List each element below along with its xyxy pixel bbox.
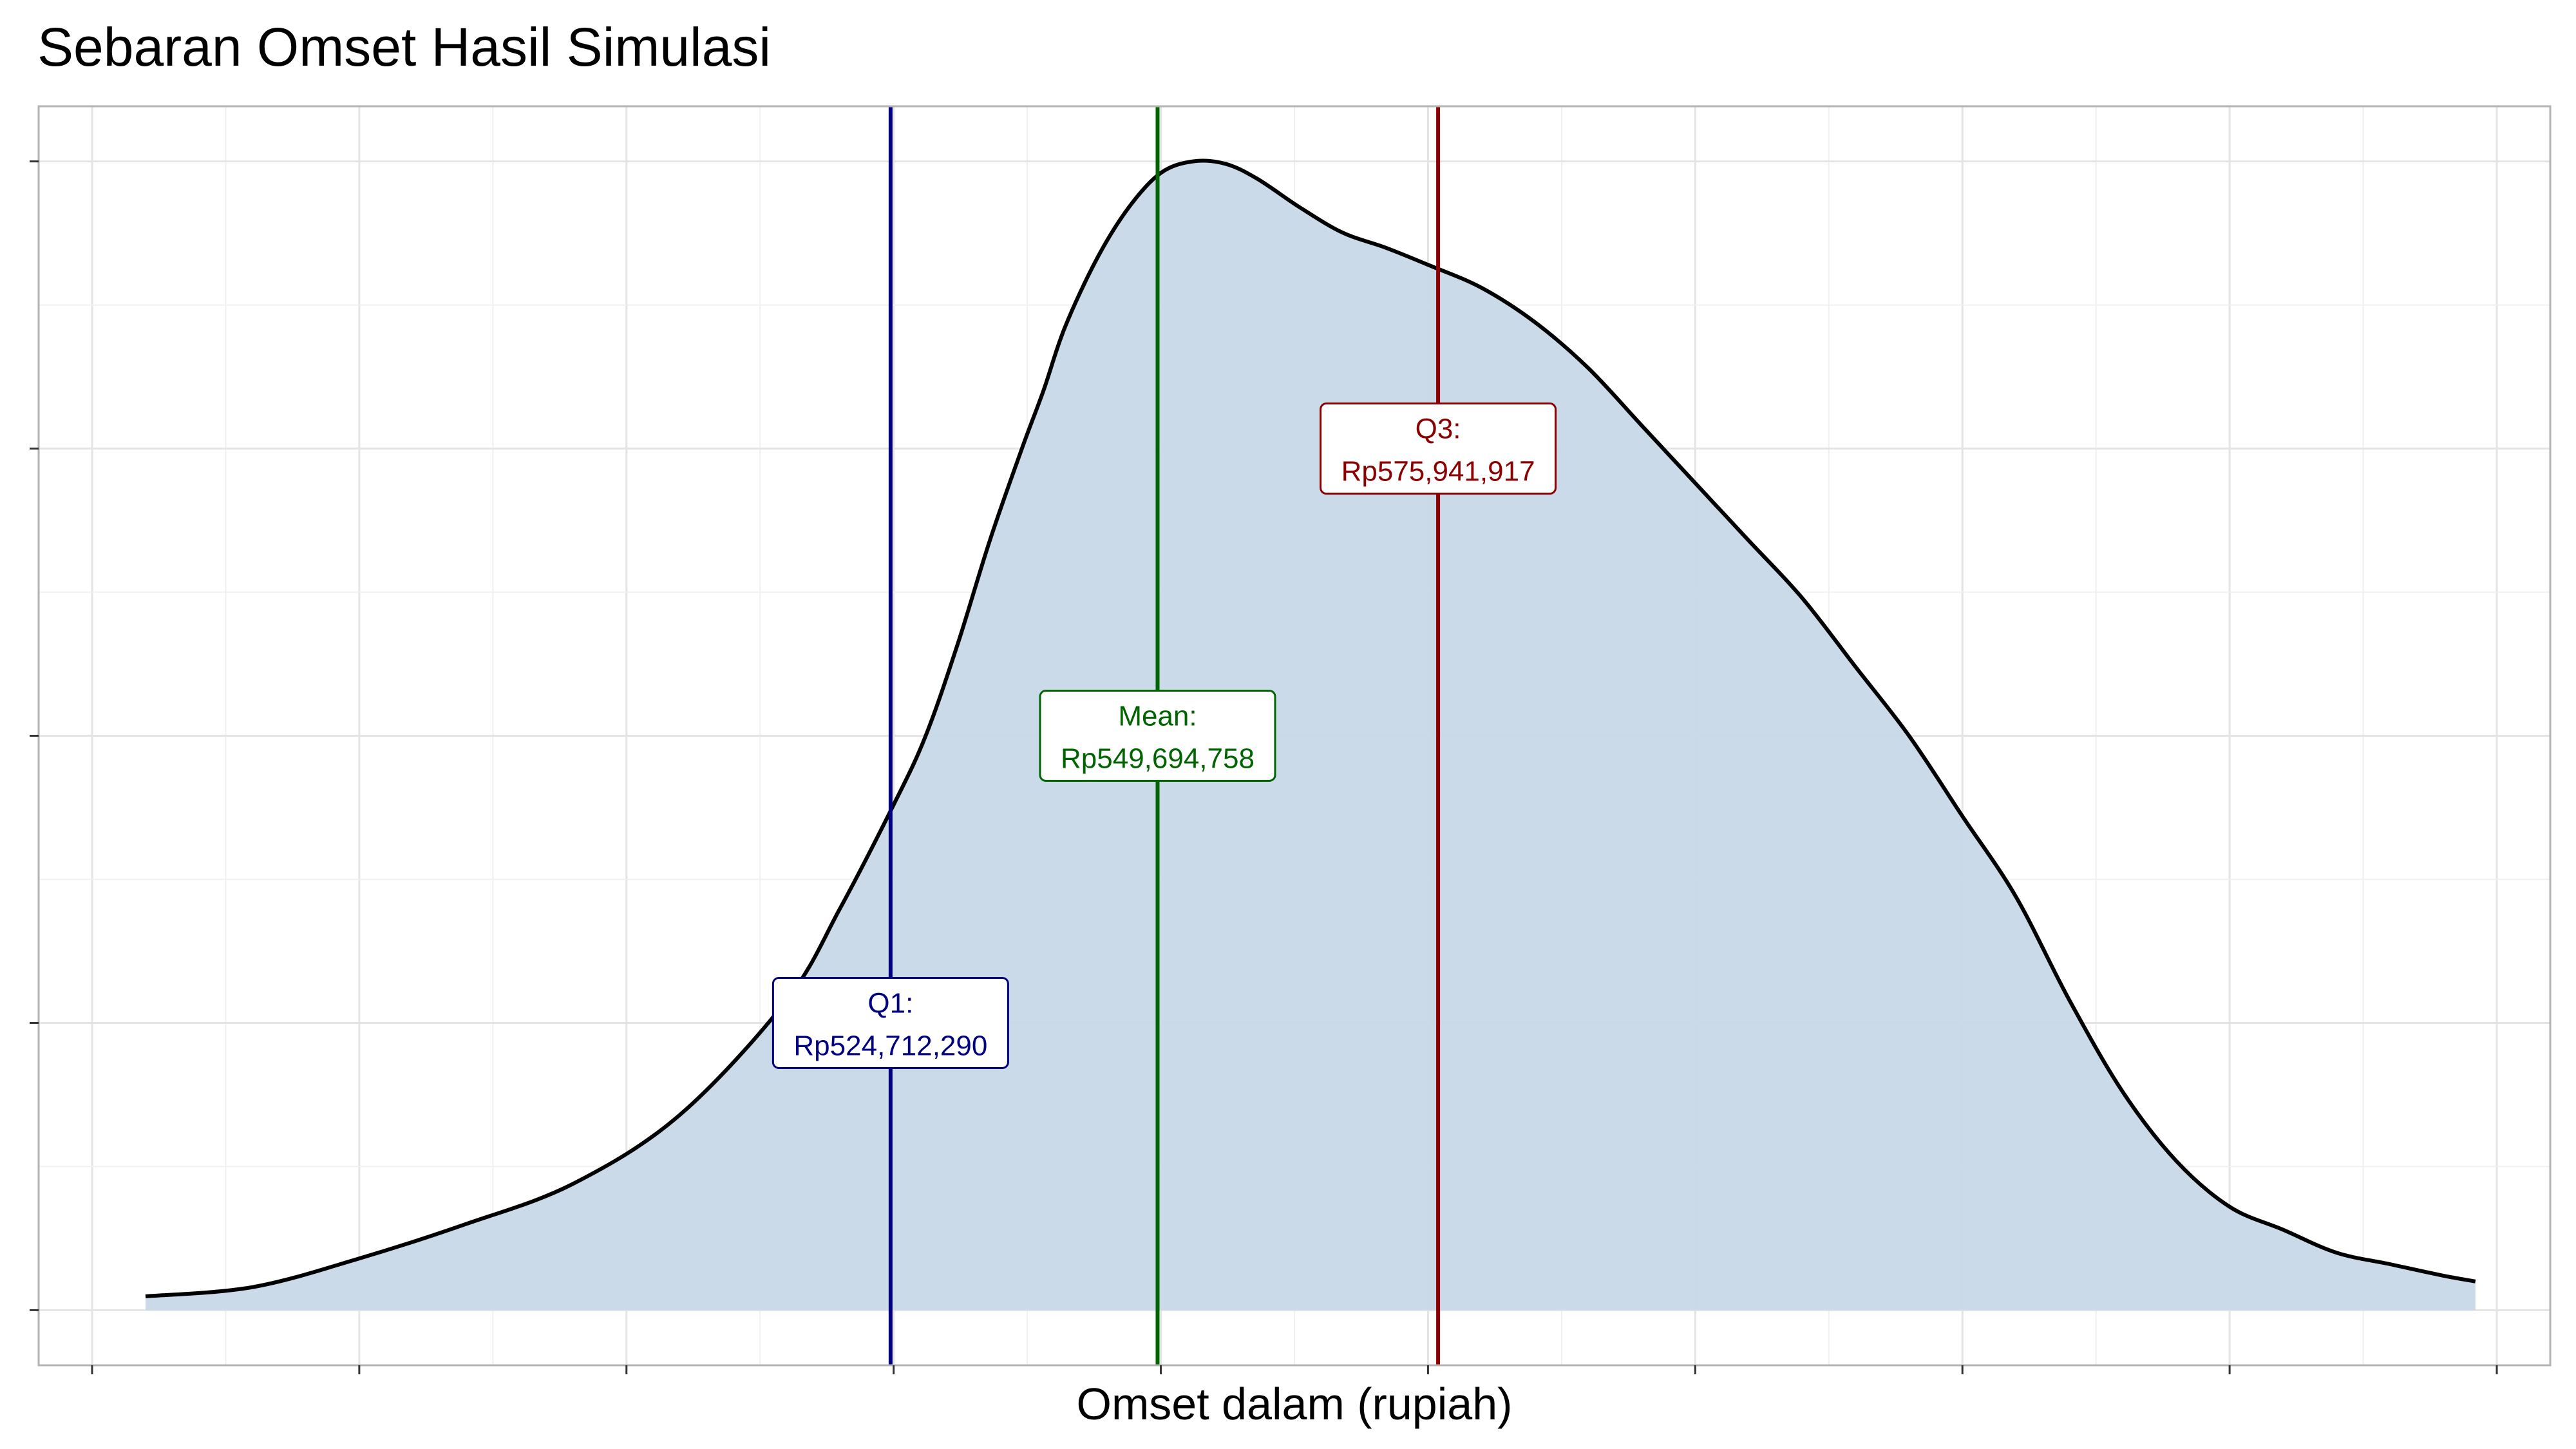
mean-label-title: Mean: xyxy=(1118,701,1197,732)
q3-label: Q3: Rp575,941,917 xyxy=(1320,402,1557,495)
axis-ticks xyxy=(30,160,2498,1374)
reference-labels: Q1: Rp524,712,290 Mean: Rp549,694,758 Q3: Rp5… xyxy=(772,402,1557,1069)
mean-label-box xyxy=(1039,690,1276,782)
q1-label-value: Rp524,712,290 xyxy=(793,1030,987,1061)
mean-label: Mean: Rp549,694,758 xyxy=(1039,690,1276,782)
q1-label-box xyxy=(772,976,1009,1069)
x-axis-label: Omset dalam (rupiah) xyxy=(1077,1379,1513,1429)
chart-title: Sebaran Omset Hasil Simulasi xyxy=(37,17,771,77)
q3-label-box xyxy=(1320,402,1557,495)
density-area xyxy=(146,160,2476,1311)
q1-label-title: Q1: xyxy=(867,987,913,1019)
mean-label-value: Rp549,694,758 xyxy=(1061,743,1255,775)
q3-label-title: Q3: xyxy=(1416,413,1461,445)
q1-label: Q1: Rp524,712,290 xyxy=(772,976,1009,1069)
q3-label-value: Rp575,941,917 xyxy=(1341,456,1535,488)
